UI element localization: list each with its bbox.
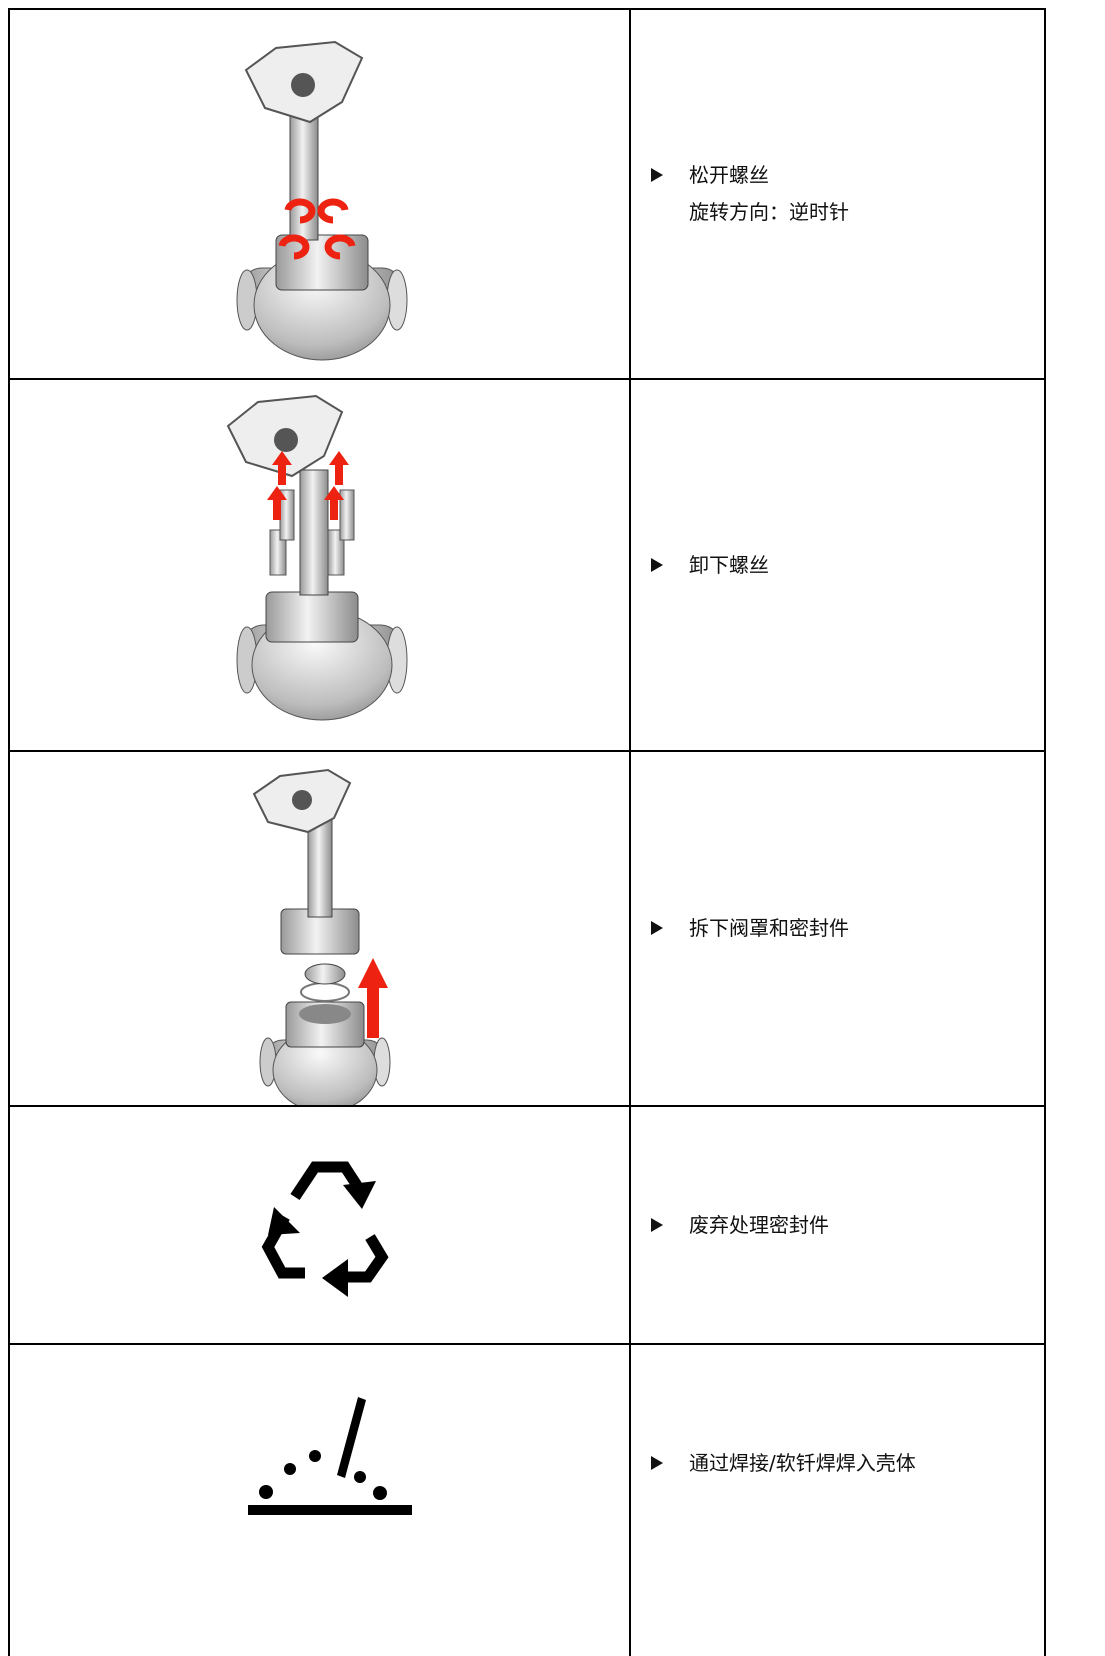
illustration-cell — [10, 1107, 631, 1343]
text-cell: 拆下阀罩和密封件 — [631, 752, 1044, 1105]
table-row: 通过焊接/软钎焊焊入壳体 — [10, 1345, 1044, 1656]
illustration-cell — [10, 752, 631, 1105]
text-cell: 废弃处理密封件 — [631, 1107, 1044, 1343]
table-row: 松开螺丝旋转方向：逆时针 — [10, 10, 1044, 380]
valve-illustration — [252, 768, 391, 1105]
table: 松开螺丝旋转方向：逆时针 卸下螺丝 — [8, 8, 1046, 1656]
step: 通过焊接/软钎焊焊入壳体 — [651, 1445, 916, 1482]
bullet — [651, 1456, 663, 1470]
step-text: 废弃处理密封件 — [689, 1212, 829, 1237]
text-cell: 松开螺丝旋转方向：逆时针 — [631, 10, 1044, 378]
step-text: 通过焊接/软钎焊焊入壳体 — [689, 1451, 916, 1475]
bullet — [651, 921, 663, 935]
welding-icon — [248, 1397, 412, 1515]
illustration-cell — [10, 380, 631, 750]
step: 拆下阀罩和密封件 — [651, 910, 849, 947]
valve-illustration — [236, 40, 408, 361]
table-row: 卸下螺丝 — [10, 380, 1044, 752]
bullet — [651, 1217, 663, 1232]
step: 废弃处理密封件 — [651, 1207, 829, 1244]
text-cell: 卸下螺丝 — [631, 380, 1044, 750]
recycle-icon — [261, 1161, 389, 1297]
step: 卸下螺丝 — [651, 547, 769, 584]
step: 松开螺丝旋转方向：逆时针 — [651, 157, 849, 231]
table-row: 废弃处理密封件 — [10, 1107, 1044, 1345]
bullet — [651, 168, 663, 182]
illustration-cell — [10, 10, 631, 378]
text-cell: 通过焊接/软钎焊焊入壳体 — [631, 1345, 1044, 1656]
bullet — [651, 557, 663, 572]
illustration-cell — [10, 1345, 631, 1656]
step-text: 拆下阀罩和密封件 — [689, 916, 849, 940]
step-text: 旋转方向：逆时针 — [689, 200, 849, 224]
step-text: 卸下螺丝 — [689, 552, 769, 577]
valve-illustration — [226, 394, 408, 721]
table-row: 拆下阀罩和密封件 — [10, 752, 1044, 1107]
step-text: 松开螺丝 — [689, 163, 769, 187]
